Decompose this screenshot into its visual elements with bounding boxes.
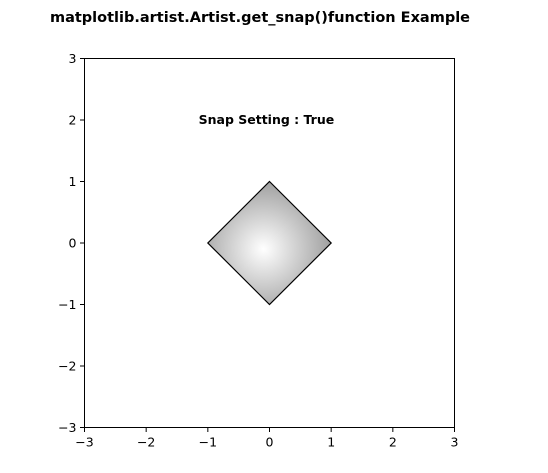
y-tick-label: −3: [58, 420, 76, 435]
x-tick-label: −2: [137, 435, 155, 450]
y-tick-label: −1: [58, 297, 76, 312]
y-axis-ticks: −3 −2 −1 0 1 2 3: [58, 51, 85, 435]
diamond-polygon: [206, 180, 333, 306]
x-tick-label: −3: [75, 435, 93, 450]
x-tick-label: 2: [389, 435, 397, 450]
axes-frame: [84, 58, 455, 428]
x-tick-label: 3: [451, 435, 459, 450]
axes: Snap Setting : True −3 −2 −1 0 1 2 3 −3 −2 −1 0 1 2…: [58, 51, 458, 450]
y-tick-label: 2: [69, 113, 77, 128]
x-axis-ticks: −3 −2 −1 0 1 2 3: [75, 427, 459, 450]
x-tick-label: 1: [327, 435, 335, 450]
x-tick-label: 0: [266, 435, 274, 450]
x-tick-label: −1: [199, 435, 217, 450]
y-tick-label: −2: [58, 359, 76, 374]
snap-setting-annotation: Snap Setting : True: [199, 112, 335, 127]
y-tick-label: 0: [69, 236, 77, 251]
y-tick-label: 1: [69, 174, 77, 189]
figure-title: matplotlib.artist.Artist.get_snap()funct…: [50, 10, 470, 26]
y-tick-label: 3: [69, 51, 77, 66]
